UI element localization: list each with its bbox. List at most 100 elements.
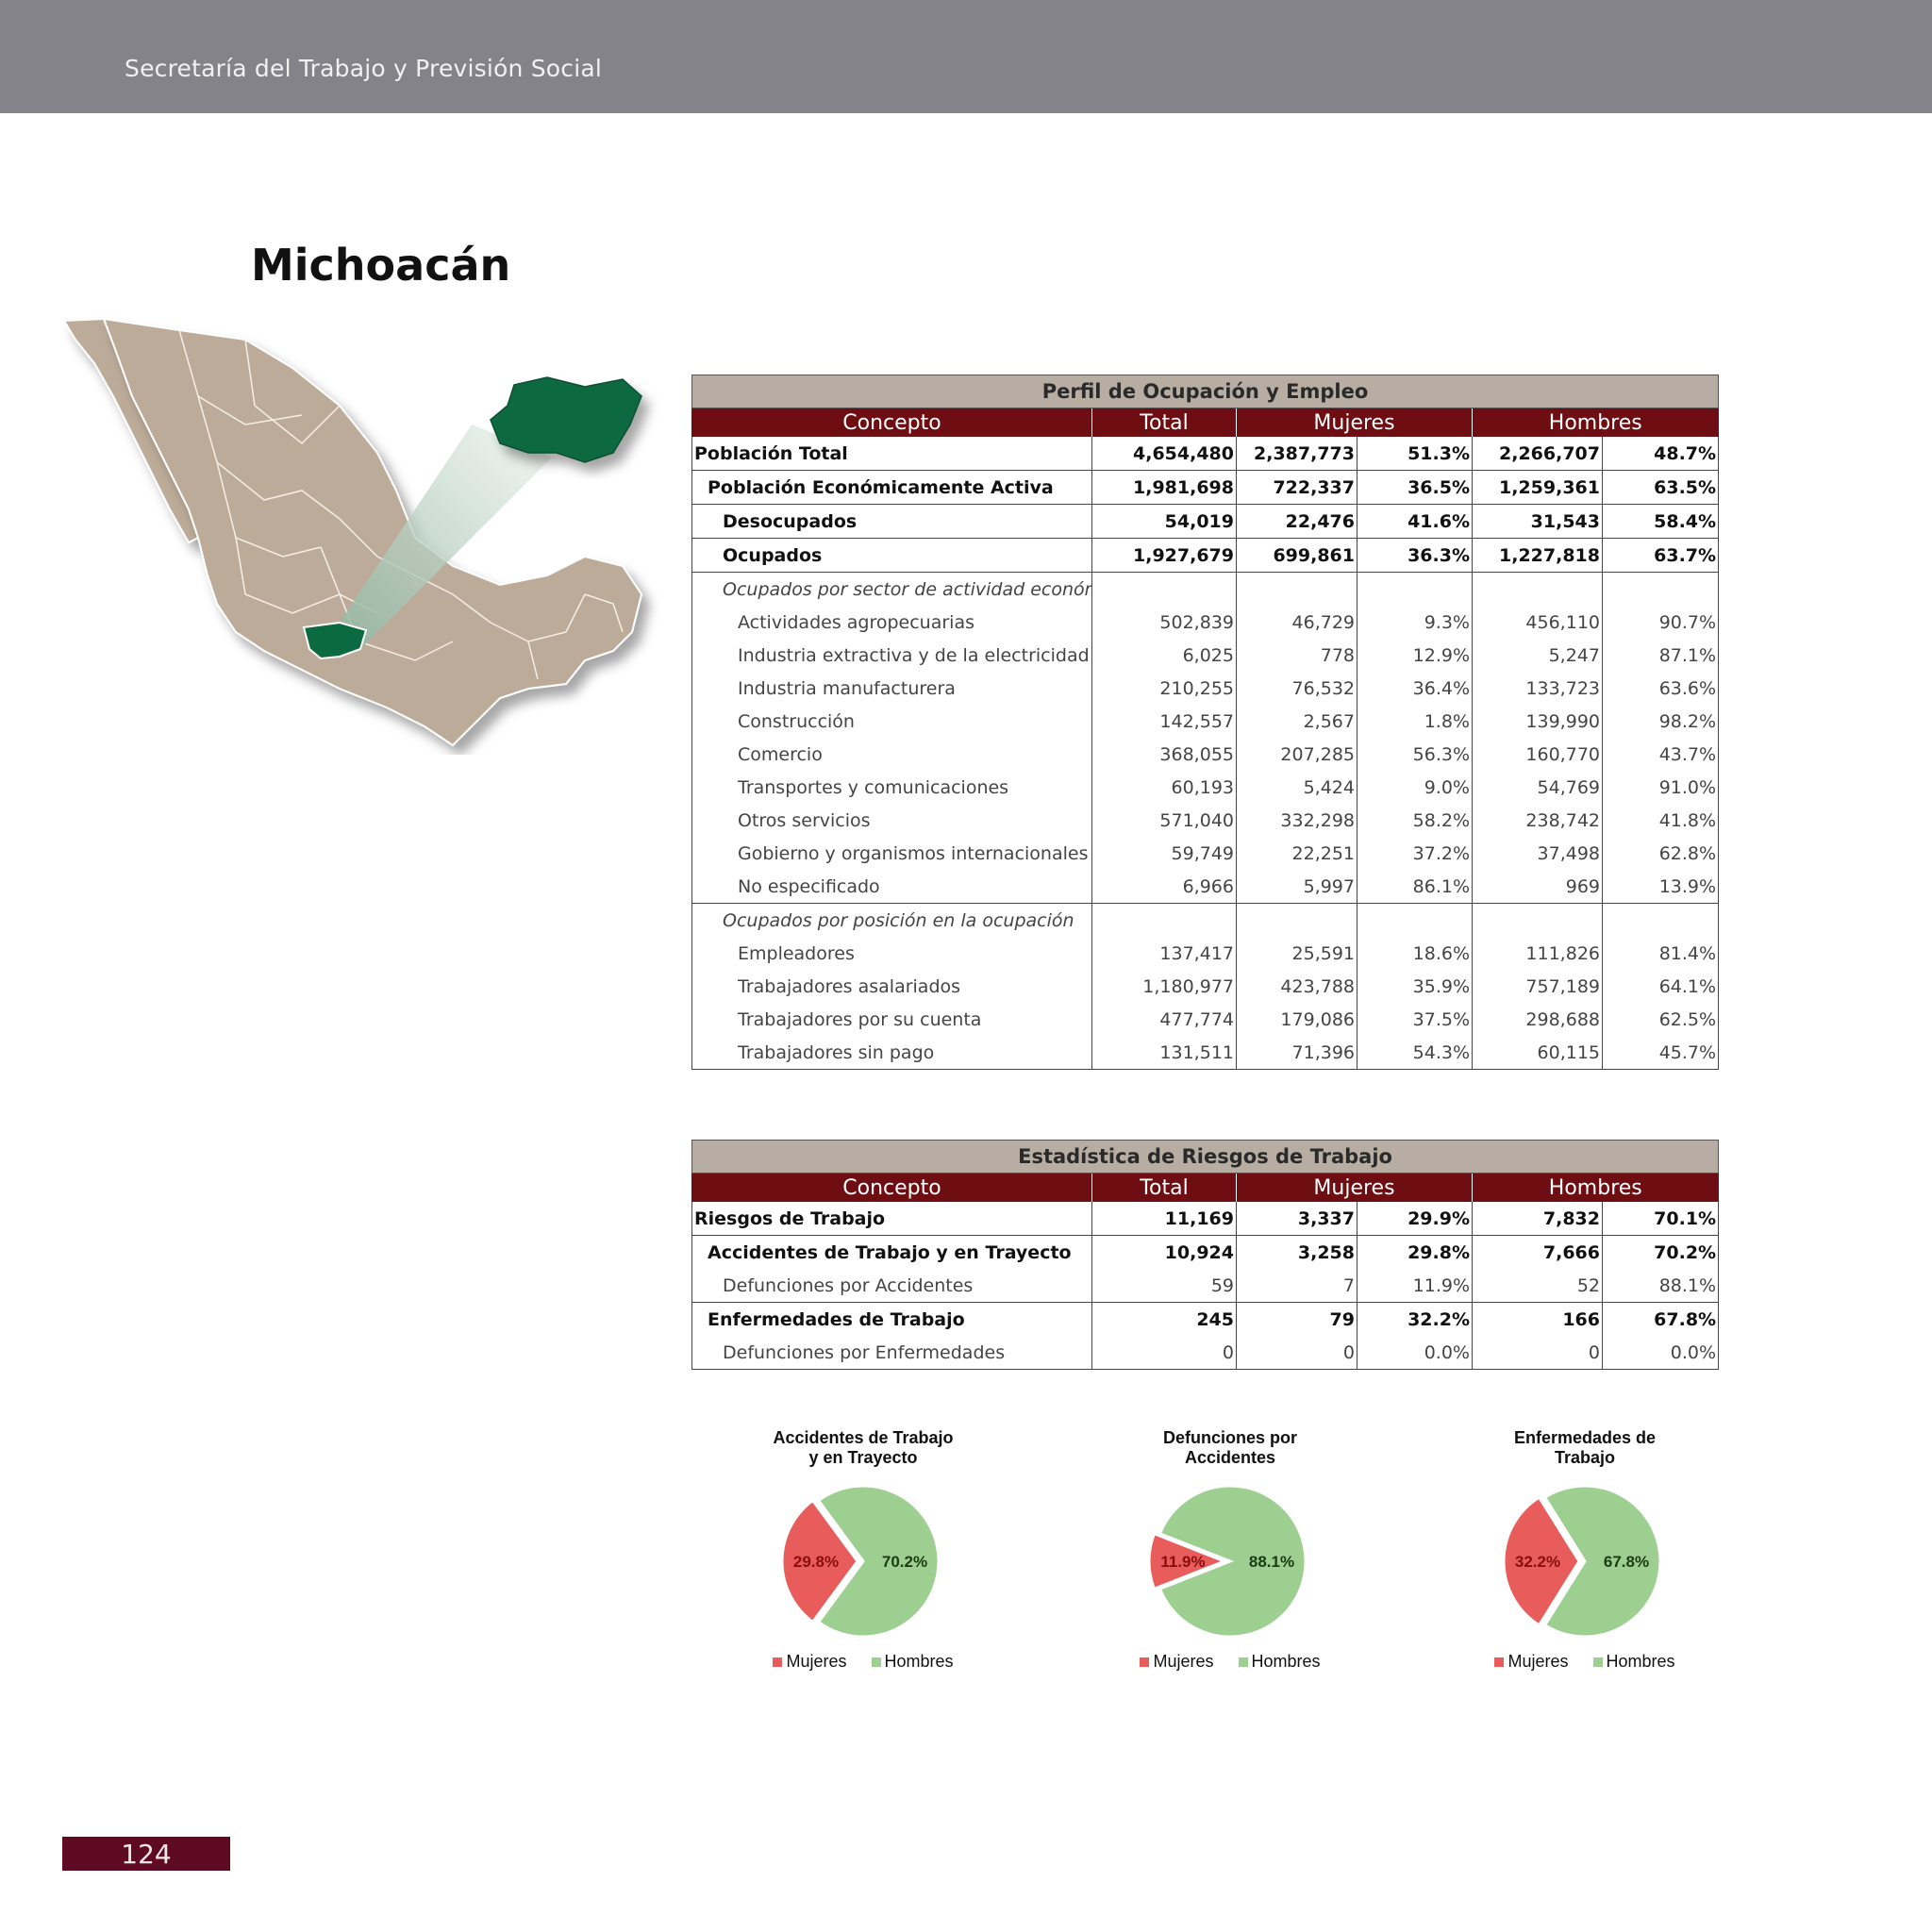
cell-mujeres-pct: 29.8% bbox=[1357, 1235, 1473, 1269]
cell-mujeres: 22,476 bbox=[1236, 504, 1357, 539]
cell-hombres-pct: 62.8% bbox=[1602, 837, 1720, 870]
pie-chart-accidentes: Accidentes de Trabajo y en Trayecto 29.8… bbox=[741, 1428, 986, 1672]
cell-mujeres: 5,997 bbox=[1236, 870, 1357, 904]
cell-mujeres-pct: 36.4% bbox=[1357, 672, 1473, 705]
cell-hombres: 757,189 bbox=[1472, 970, 1603, 1003]
table-row: Ocupados 1,927,679 699,861 36.3% 1,227,818 63… bbox=[691, 538, 1720, 573]
cell-mujeres-pct: 37.5% bbox=[1357, 1003, 1473, 1036]
table-row: Defunciones por Accidentes 59 7 11.9% 52 88.1… bbox=[691, 1269, 1720, 1303]
cell-total: 59 bbox=[1091, 1269, 1237, 1303]
header-mujeres: Mujeres bbox=[1236, 408, 1473, 437]
cell-hombres: 7,832 bbox=[1472, 1202, 1603, 1236]
pie-slice-mujeres bbox=[780, 1498, 859, 1624]
cell-total: 137,417 bbox=[1091, 937, 1237, 970]
table-row: Población Económicamente Activa 1,981,698… bbox=[691, 470, 1720, 505]
cell-mujeres: 722,337 bbox=[1236, 470, 1357, 505]
cell-concepto: Ocupados por posición en la ocupación bbox=[691, 903, 1092, 937]
table-row: Empleadores 137,417 25,591 18.6% 111,826 81.4… bbox=[691, 937, 1720, 970]
pie-data-label: 32.2% bbox=[1515, 1553, 1560, 1571]
cell-mujeres-pct: 0.0% bbox=[1357, 1336, 1473, 1370]
cell-total: 368,055 bbox=[1091, 738, 1237, 771]
cell-concepto: Trabajadores por su cuenta bbox=[691, 1003, 1092, 1036]
cell-mujeres-pct: 9.3% bbox=[1357, 606, 1473, 639]
pie-title-line: Accidentes bbox=[1184, 1448, 1276, 1467]
legend-item-hombres: Hombres bbox=[871, 1652, 954, 1672]
cell-mujeres-pct: 37.2% bbox=[1357, 837, 1473, 870]
cell-total bbox=[1091, 572, 1237, 606]
cell-hombres-pct: 48.7% bbox=[1602, 437, 1720, 471]
cell-total: 0 bbox=[1091, 1336, 1237, 1370]
pie-svg: 29.8% 70.2% bbox=[780, 1484, 941, 1639]
pie-svg: 11.9% 88.1% bbox=[1147, 1484, 1307, 1639]
legend-label: Hombres bbox=[884, 1652, 954, 1671]
cell-mujeres-pct: 86.1% bbox=[1357, 870, 1473, 904]
pie-title-line: y en Trayecto bbox=[808, 1448, 918, 1467]
cell-hombres-pct: 0.0% bbox=[1602, 1336, 1720, 1370]
cell-mujeres: 25,591 bbox=[1236, 937, 1357, 970]
cell-hombres-pct: 88.1% bbox=[1602, 1269, 1720, 1303]
cell-hombres-pct: 63.6% bbox=[1602, 672, 1720, 705]
cell-total: 10,924 bbox=[1091, 1235, 1237, 1269]
cell-hombres-pct: 91.0% bbox=[1602, 771, 1720, 804]
cell-concepto: Población Total bbox=[691, 437, 1092, 471]
pie-legend: Mujeres Hombres bbox=[741, 1652, 986, 1672]
table-row: Comercio 368,055 207,285 56.3% 160,770 43.7% bbox=[691, 738, 1720, 771]
cell-hombres-pct bbox=[1602, 903, 1720, 937]
header-total: Total bbox=[1091, 408, 1237, 437]
cell-mujeres: 71,396 bbox=[1236, 1036, 1357, 1070]
table-row: Industria manufacturera 210,255 76,532 36.4… bbox=[691, 672, 1720, 705]
cell-hombres bbox=[1472, 572, 1603, 606]
cell-hombres-pct: 13.9% bbox=[1602, 870, 1720, 904]
table-row: Población Total 4,654,480 2,387,773 51.3% 2,… bbox=[691, 437, 1720, 471]
table-row: Otros servicios 571,040 332,298 58.2% 238,74… bbox=[691, 804, 1720, 837]
cell-hombres-pct: 70.1% bbox=[1602, 1202, 1720, 1236]
cell-hombres: 456,110 bbox=[1472, 606, 1603, 639]
pie-slice-mujeres bbox=[1147, 1531, 1229, 1591]
header-total: Total bbox=[1091, 1173, 1237, 1202]
cell-hombres-pct: 98.2% bbox=[1602, 705, 1720, 738]
cell-mujeres: 179,086 bbox=[1236, 1003, 1357, 1036]
header-hombres: Hombres bbox=[1471, 1173, 1719, 1202]
table-row: Desocupados 54,019 22,476 41.6% 31,543 58.4% bbox=[691, 504, 1720, 539]
table-row: Actividades agropecuarias 502,839 46,729 9.… bbox=[691, 606, 1720, 639]
pie-title: Accidentes de Trabajo y en Trayecto bbox=[741, 1428, 986, 1472]
cell-concepto: Empleadores bbox=[691, 937, 1092, 970]
legend-item-hombres: Hombres bbox=[1238, 1652, 1321, 1672]
cell-hombres: 298,688 bbox=[1472, 1003, 1603, 1036]
cell-mujeres: 3,258 bbox=[1236, 1235, 1357, 1269]
cell-mujeres-pct: 18.6% bbox=[1357, 937, 1473, 970]
cell-total: 245 bbox=[1091, 1302, 1237, 1336]
cell-concepto: Trabajadores sin pago bbox=[691, 1036, 1092, 1070]
cell-hombres-pct: 43.7% bbox=[1602, 738, 1720, 771]
legend-item-hombres: Hombres bbox=[1592, 1652, 1675, 1672]
legend-label: Hombres bbox=[1251, 1652, 1321, 1671]
cell-concepto: Industria extractiva y de la electricida… bbox=[691, 639, 1092, 672]
cell-mujeres-pct: 9.0% bbox=[1357, 771, 1473, 804]
pie-svg: 32.2% 67.8% bbox=[1502, 1484, 1662, 1639]
cell-hombres-pct bbox=[1602, 572, 1720, 606]
table-row: Ocupados por posición en la ocupación bbox=[691, 903, 1720, 937]
mexico-map-svg bbox=[62, 317, 643, 747]
pie-title: Defunciones por Accidentes bbox=[1108, 1428, 1353, 1472]
pie-slice-hombres bbox=[1158, 1484, 1307, 1639]
cell-mujeres-pct: 36.3% bbox=[1357, 538, 1473, 573]
cell-concepto: Accidentes de Trabajo y en Trayecto bbox=[691, 1235, 1092, 1269]
cell-mujeres: 76,532 bbox=[1236, 672, 1357, 705]
pie-title-line: Trabajo bbox=[1554, 1448, 1616, 1467]
legend-item-mujeres: Mujeres bbox=[773, 1652, 847, 1672]
riesgos-title: Estadística de Riesgos de Trabajo bbox=[691, 1140, 1720, 1174]
cell-hombres: 1,227,818 bbox=[1472, 538, 1603, 573]
table-row: Gobierno y organismos internacionales 59,… bbox=[691, 837, 1720, 870]
cell-total: 59,749 bbox=[1091, 837, 1237, 870]
perfil-table: Perfil de Ocupación y Empleo Concepto To… bbox=[691, 375, 1720, 1070]
cell-mujeres-pct: 1.8% bbox=[1357, 705, 1473, 738]
michoacan-large-shape bbox=[490, 376, 642, 463]
cell-hombres-pct: 67.8% bbox=[1602, 1302, 1720, 1336]
cell-mujeres-pct: 51.3% bbox=[1357, 437, 1473, 471]
cell-hombres: 0 bbox=[1472, 1336, 1603, 1370]
header-hombres: Hombres bbox=[1471, 408, 1719, 437]
cell-hombres: 2,266,707 bbox=[1472, 437, 1603, 471]
pie-title-line: Enfermedades de bbox=[1513, 1428, 1657, 1447]
cell-hombres: 54,769 bbox=[1472, 771, 1603, 804]
cell-hombres-pct: 62.5% bbox=[1602, 1003, 1720, 1036]
